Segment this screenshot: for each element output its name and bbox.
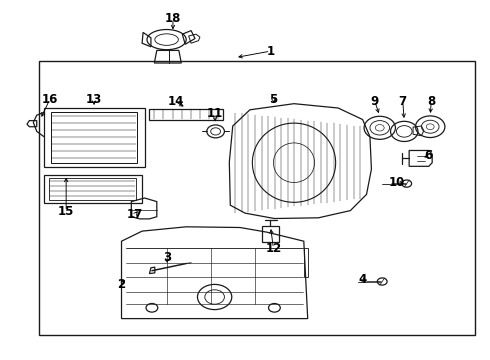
Text: 12: 12: [265, 242, 282, 255]
Text: 15: 15: [58, 205, 74, 218]
Text: 18: 18: [165, 12, 181, 25]
Text: 11: 11: [206, 107, 223, 120]
Text: 8: 8: [427, 95, 435, 108]
Text: 2: 2: [118, 278, 125, 291]
Text: 10: 10: [389, 176, 405, 189]
Text: 3: 3: [164, 251, 171, 264]
Text: 13: 13: [86, 93, 102, 105]
Text: 5: 5: [270, 93, 277, 105]
Text: 17: 17: [126, 208, 143, 221]
Text: 7: 7: [399, 95, 407, 108]
Text: 9: 9: [371, 95, 379, 108]
Bar: [39, 61, 475, 335]
Text: 14: 14: [167, 95, 184, 108]
Text: 6: 6: [425, 149, 433, 162]
Text: 4: 4: [359, 273, 367, 286]
Text: 16: 16: [42, 93, 58, 105]
Text: 1: 1: [267, 45, 274, 58]
